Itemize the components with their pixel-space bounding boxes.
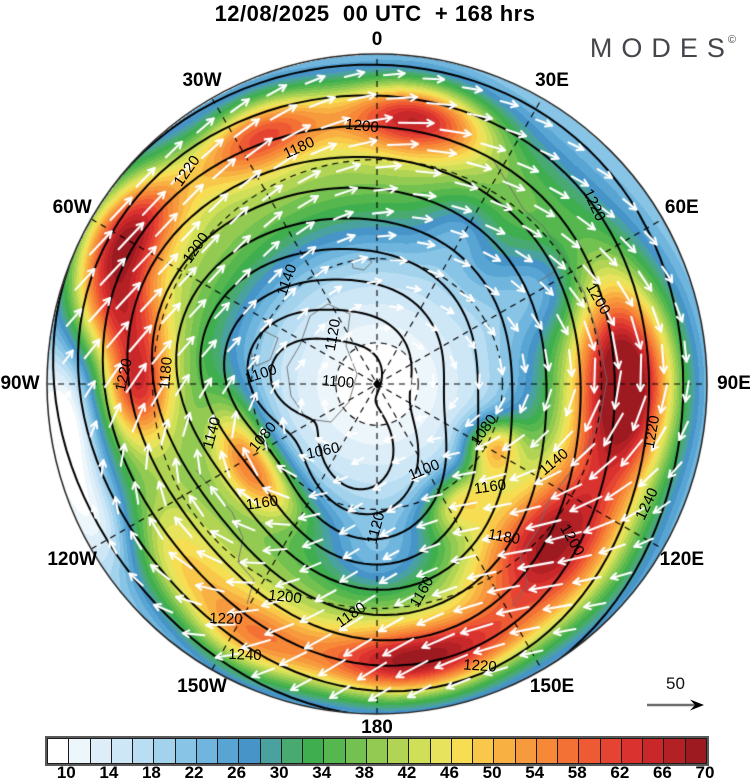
colorbar-tick: 14 xyxy=(99,763,119,782)
wind-reference: 50 xyxy=(640,672,720,717)
colorbar-cell xyxy=(450,738,474,764)
colorbar-tick: 50 xyxy=(482,763,502,782)
longitude-label-150W: 150W xyxy=(177,676,227,698)
wind-reference-arrow-icon xyxy=(647,699,704,711)
contour-label: 1180 xyxy=(156,356,176,390)
colorbar-tick: 58 xyxy=(567,763,587,782)
longitude-label-60E: 60E xyxy=(664,197,699,218)
colorbar-cell xyxy=(620,738,644,764)
longitude-label-90E: 90E xyxy=(717,373,750,394)
colorbar-cell xyxy=(535,738,559,764)
colorbar-cell xyxy=(217,738,240,764)
colorbar-cell xyxy=(323,738,346,764)
colorbar-cell xyxy=(642,738,665,764)
colorbar-cell xyxy=(238,738,261,764)
longitude-label-0: 0 xyxy=(371,29,383,50)
colorbar-cell xyxy=(68,738,91,764)
colorbar-cell xyxy=(387,738,410,764)
colorbar-cell xyxy=(429,738,453,764)
contour-label: 1240 xyxy=(228,645,262,665)
longitude-label-30W: 30W xyxy=(182,69,222,91)
contour-label: 1160 xyxy=(472,476,508,498)
colorbar-tick: 10 xyxy=(56,763,76,782)
colorbar-cell xyxy=(110,738,134,764)
colorbar-cell xyxy=(684,738,708,764)
colorbar-tick: 18 xyxy=(141,763,161,782)
longitude-label-120W: 120W xyxy=(47,549,97,570)
colorbar-cell xyxy=(557,738,580,764)
colorbar-cell xyxy=(493,738,516,764)
colorbar-cell xyxy=(153,738,176,764)
colorbar xyxy=(45,736,709,766)
colorbar-tick: 66 xyxy=(652,763,672,782)
colorbar-tick: 22 xyxy=(184,763,204,782)
colorbar-cell xyxy=(514,738,538,764)
colorbar-cell xyxy=(174,738,198,764)
colorbar-cell xyxy=(472,738,495,764)
colorbar-tick: 70 xyxy=(695,763,715,782)
contour-label: 1220 xyxy=(209,609,243,629)
colorbar-tick: 34 xyxy=(312,763,332,782)
colorbar-cell xyxy=(578,738,601,764)
colorbar-cell xyxy=(47,738,70,764)
colorbar-cell xyxy=(302,738,325,764)
longitude-label-120E: 120E xyxy=(659,549,705,570)
colorbar-cell xyxy=(365,738,389,764)
colorbar-cell xyxy=(344,738,368,764)
colorbar-tick: 30 xyxy=(269,763,289,782)
contour-label: 1160 xyxy=(244,492,280,514)
colorbar-tick: 54 xyxy=(525,763,545,782)
longitude-label-60W: 60W xyxy=(52,197,92,218)
longitude-label-30E: 30E xyxy=(535,69,569,91)
contour-label: 1200 xyxy=(267,586,303,608)
contour-label: 1100 xyxy=(321,372,355,392)
colorbar-cell xyxy=(663,738,686,764)
colorbar-tick: 42 xyxy=(397,763,417,782)
colorbar-cell xyxy=(132,738,155,764)
colorbar-cell xyxy=(195,738,219,764)
contour-label: 1200 xyxy=(344,115,380,137)
colorbar-cell xyxy=(408,738,431,764)
longitude-label-150E: 150E xyxy=(529,676,575,698)
colorbar-tick: 26 xyxy=(227,763,247,782)
longitude-label-180: 180 xyxy=(361,717,393,738)
colorbar-tick-labels: 10 14 18 22 26 30 34 38 42 46 50 54 58 62 66 70 xyxy=(45,763,715,782)
longitude-label-90W: 90W xyxy=(0,373,40,394)
colorbar-tick: 46 xyxy=(440,763,459,782)
colorbar-cell xyxy=(280,738,304,764)
contour-label: 1220 xyxy=(462,656,498,676)
colorbar-cell xyxy=(89,738,113,764)
colorbar-tick: 38 xyxy=(354,763,374,782)
wind-reference-value: 50 xyxy=(666,674,685,693)
colorbar-cell xyxy=(259,738,283,764)
colorbar-cell xyxy=(599,738,623,764)
colorbar-tick: 62 xyxy=(610,763,630,782)
